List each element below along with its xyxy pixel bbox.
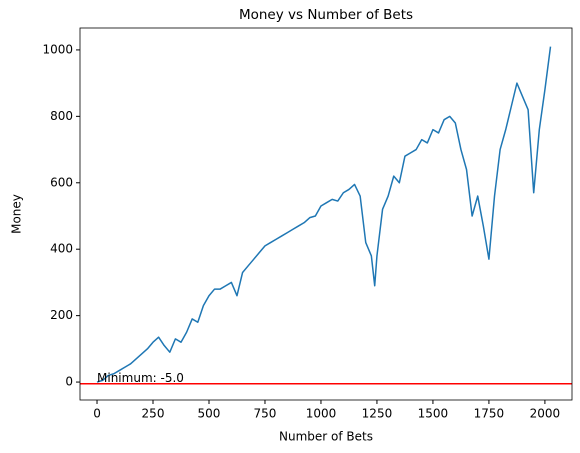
chart-title: Money vs Number of Bets — [239, 7, 413, 23]
y-tick-label: 0 — [65, 375, 73, 389]
x-tick-label: 0 — [93, 407, 101, 421]
x-tick-label: 1500 — [418, 407, 449, 421]
x-tick-label: 750 — [254, 407, 277, 421]
y-tick-label: 600 — [50, 175, 73, 189]
x-tick-label: 500 — [198, 407, 221, 421]
x-axis-label: Number of Bets — [279, 430, 373, 444]
x-tick-label: 1250 — [362, 407, 393, 421]
plot-frame — [79, 27, 573, 401]
line — [96, 46, 552, 383]
annotation: Minimum: -5.0 — [97, 371, 184, 385]
y-tick-label: 1000 — [42, 42, 73, 56]
x-tick-label: 2000 — [530, 407, 561, 421]
x-tick-label: 1000 — [306, 407, 337, 421]
x-tick-label: 1750 — [474, 407, 505, 421]
y-tick-label: 400 — [50, 242, 73, 256]
y-tick-label: 800 — [50, 109, 73, 123]
y-tick-label: 200 — [50, 308, 73, 322]
x-tick-label: 250 — [142, 407, 165, 421]
y-axis-label: Money — [10, 194, 24, 234]
